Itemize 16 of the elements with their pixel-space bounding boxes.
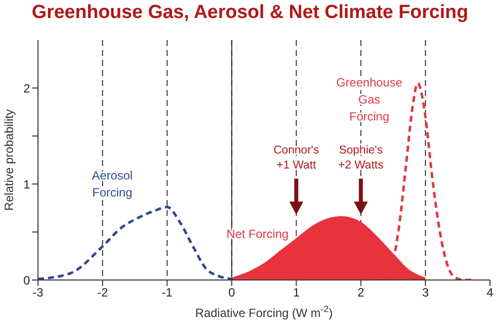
x-tick-label: 4: [486, 286, 494, 300]
annotation: Connor's +1 Watt: [273, 144, 320, 172]
x-tick-label: 2: [358, 286, 365, 300]
chart-title: Greenhouse Gas, Aerosol & Net Climate Forcing: [30, 2, 470, 24]
x-axis-title: Radiative Forcing (W m$^{-2}$): [195, 304, 333, 320]
y-tick-label: 1: [23, 177, 30, 192]
x-tick-label: -1: [162, 286, 173, 300]
x-tick-label: -3: [32, 286, 44, 300]
y-tick-label: 2: [23, 81, 30, 96]
x-tick-label: -2: [97, 286, 108, 300]
y-axis-title: Relative probability: [2, 109, 16, 211]
y-tick-label: 0: [23, 273, 30, 288]
x-tick-label: 1: [292, 286, 300, 300]
annotation: Sophie's +2 Watts: [338, 144, 384, 172]
x-tick-label: 0: [228, 286, 236, 300]
x-tick-label: 3: [422, 286, 430, 300]
